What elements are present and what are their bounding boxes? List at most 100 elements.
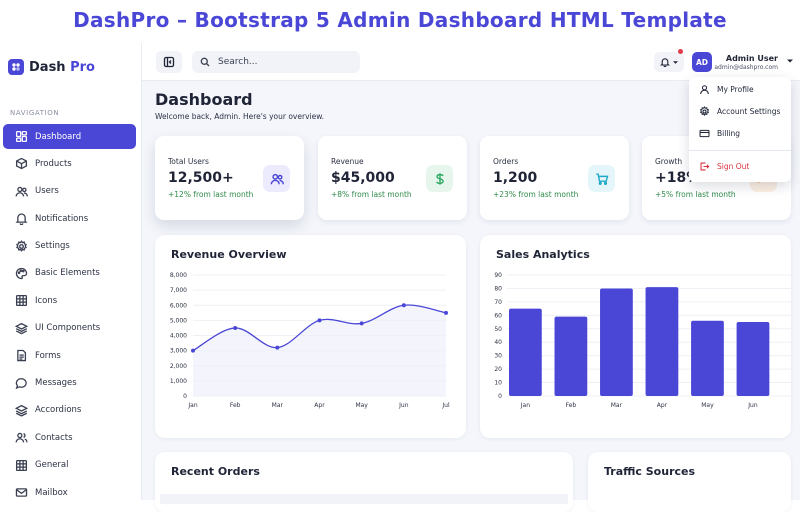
grid-icon bbox=[15, 459, 28, 471]
y-tick-label: 30 bbox=[494, 353, 502, 360]
bell-icon bbox=[660, 58, 670, 67]
data-point[interactable] bbox=[275, 345, 280, 350]
x-tick-label: Apr bbox=[314, 402, 325, 409]
y-tick-label: 40 bbox=[494, 339, 502, 346]
page-subtitle: Welcome back, Admin. Here's your overvie… bbox=[155, 112, 325, 121]
file-icon bbox=[17, 349, 27, 362]
dropdown-divider bbox=[689, 150, 791, 151]
y-tick-label: 50 bbox=[494, 326, 502, 333]
data-point[interactable] bbox=[191, 348, 195, 353]
stat-change: +5% from last month bbox=[655, 190, 736, 199]
brand-logo-icon bbox=[8, 59, 24, 75]
search-box bbox=[192, 51, 360, 73]
sidebar-item-notifications[interactable]: Notifications bbox=[3, 206, 136, 231]
sidebar-item-contacts[interactable]: Contacts bbox=[3, 425, 136, 450]
menu-item-my-profile[interactable]: My Profile bbox=[689, 80, 791, 98]
nav-heading: NAVIGATION bbox=[10, 109, 60, 117]
sidebar-item-accordions[interactable]: Accordions bbox=[3, 398, 136, 423]
sidebar-item-general[interactable]: General bbox=[3, 453, 136, 478]
sales-panel-title: Sales Analytics bbox=[496, 248, 590, 261]
y-tick-label: 6,000 bbox=[170, 302, 187, 309]
sidebar-item-label: General bbox=[35, 460, 69, 471]
box-icon bbox=[15, 158, 28, 170]
x-tick-label: Mar bbox=[272, 402, 284, 409]
notifications-button[interactable] bbox=[654, 49, 684, 72]
menu-item-label: My Profile bbox=[717, 84, 754, 94]
data-point[interactable] bbox=[233, 325, 238, 330]
search-icon bbox=[200, 57, 210, 67]
x-tick-label: Jan bbox=[187, 402, 197, 409]
data-point[interactable] bbox=[359, 321, 364, 326]
sidebar-item-basic-elements[interactable]: Basic Elements bbox=[3, 261, 136, 286]
data-point[interactable] bbox=[317, 318, 322, 323]
layers-icon bbox=[15, 322, 28, 335]
user-email: admin@dashpro.com bbox=[714, 64, 778, 71]
revenue-panel-title: Revenue Overview bbox=[171, 248, 287, 261]
chat-icon bbox=[15, 377, 27, 389]
sidebar-item-label: Messages bbox=[35, 378, 77, 389]
banner-title: DashPro – Bootstrap 5 Admin Dashboard HT… bbox=[73, 8, 727, 32]
sidebar-item-users[interactable]: Users bbox=[3, 179, 136, 204]
mail-icon bbox=[15, 488, 28, 497]
sidebar-item-icons[interactable]: Icons bbox=[3, 288, 136, 313]
stat-change: +23% from last month bbox=[493, 190, 579, 199]
user-dropdown-menu: My Profile Account Settings Billing Sign Ou… bbox=[689, 77, 791, 182]
palette-icon bbox=[15, 267, 28, 280]
bar[interactable] bbox=[554, 316, 588, 396]
menu-item-sign-out[interactable]: Sign Out bbox=[689, 157, 791, 175]
search-input[interactable] bbox=[218, 57, 348, 67]
y-tick-label: 80 bbox=[494, 285, 502, 292]
sidebar-nav: Dashboard Products Users Notifications Setti… bbox=[3, 124, 136, 507]
sidebar-toggle-button[interactable] bbox=[156, 51, 182, 73]
orders-table-header bbox=[160, 494, 568, 504]
x-tick-label: Mar bbox=[611, 402, 623, 409]
menu-item-account-settings[interactable]: Account Settings bbox=[689, 102, 791, 120]
brand-name-main: Dash bbox=[29, 59, 66, 75]
cart-icon bbox=[595, 172, 608, 185]
grid-icon bbox=[15, 295, 28, 307]
user-icon bbox=[700, 84, 709, 94]
stat-change: +8% from last month bbox=[331, 190, 412, 199]
user-menu-chevron-icon[interactable] bbox=[786, 57, 794, 65]
brand[interactable]: Dash Pro bbox=[8, 57, 95, 77]
sidebar-item-label: Dashboard bbox=[35, 131, 82, 142]
menu-item-billing[interactable]: Billing bbox=[689, 124, 791, 142]
gear-icon bbox=[699, 105, 710, 116]
x-tick-label: Feb bbox=[566, 402, 577, 409]
sidebar-item-ui-components[interactable]: UI Components bbox=[3, 316, 136, 341]
topbar: AD Admin User admin@dashpro.com bbox=[142, 43, 800, 81]
sidebar-item-mailbox[interactable]: Mailbox bbox=[3, 480, 136, 505]
user-name[interactable]: Admin User bbox=[725, 54, 778, 63]
sidebar-item-messages[interactable]: Messages bbox=[3, 371, 136, 396]
bar[interactable] bbox=[691, 320, 724, 396]
menu-item-label: Sign Out bbox=[717, 161, 750, 171]
x-tick-label: May bbox=[355, 402, 368, 409]
dashboard-icon bbox=[15, 130, 28, 143]
sidebar-item-settings[interactable]: Settings bbox=[3, 234, 136, 259]
sidebar-item-forms[interactable]: Forms bbox=[3, 343, 136, 368]
sidebar-item-dashboard[interactable]: Dashboard bbox=[3, 124, 136, 149]
bar[interactable] bbox=[736, 322, 770, 396]
avatar[interactable]: AD bbox=[692, 52, 712, 72]
x-tick-label: May bbox=[701, 402, 714, 409]
sidebar-item-label: Mailbox bbox=[35, 487, 68, 498]
sales-bar-chart: 0 10 20 30 40 50 60 70 80 90 Jan Feb Mar Apr May Jun bbox=[494, 272, 791, 409]
bar[interactable] bbox=[509, 308, 542, 396]
stat-value: +18% bbox=[655, 170, 701, 186]
y-tick-label: 8,000 bbox=[170, 272, 187, 279]
sidebar-item-label: Products bbox=[35, 158, 72, 169]
stat-label: Growth bbox=[655, 157, 683, 166]
data-point[interactable] bbox=[444, 310, 448, 315]
data-point[interactable] bbox=[401, 303, 406, 308]
y-tick-label: 20 bbox=[494, 366, 502, 373]
bar[interactable] bbox=[600, 288, 633, 396]
sidebar-item-label: Icons bbox=[35, 295, 58, 306]
y-tick-label: 90 bbox=[494, 272, 502, 279]
sidebar-item-label: Basic Elements bbox=[35, 268, 100, 279]
brand-name: Dash Pro bbox=[29, 60, 95, 75]
bar[interactable] bbox=[645, 287, 679, 396]
traffic-sources-title: Traffic Sources bbox=[604, 465, 696, 478]
y-tick-label: 4,000 bbox=[170, 333, 187, 340]
sidebar-item-products[interactable]: Products bbox=[3, 151, 136, 176]
revenue-overview-panel: 0 1,000 2,000 3,000 4,000 5,000 6,000 7,000 8,00… bbox=[155, 235, 466, 438]
